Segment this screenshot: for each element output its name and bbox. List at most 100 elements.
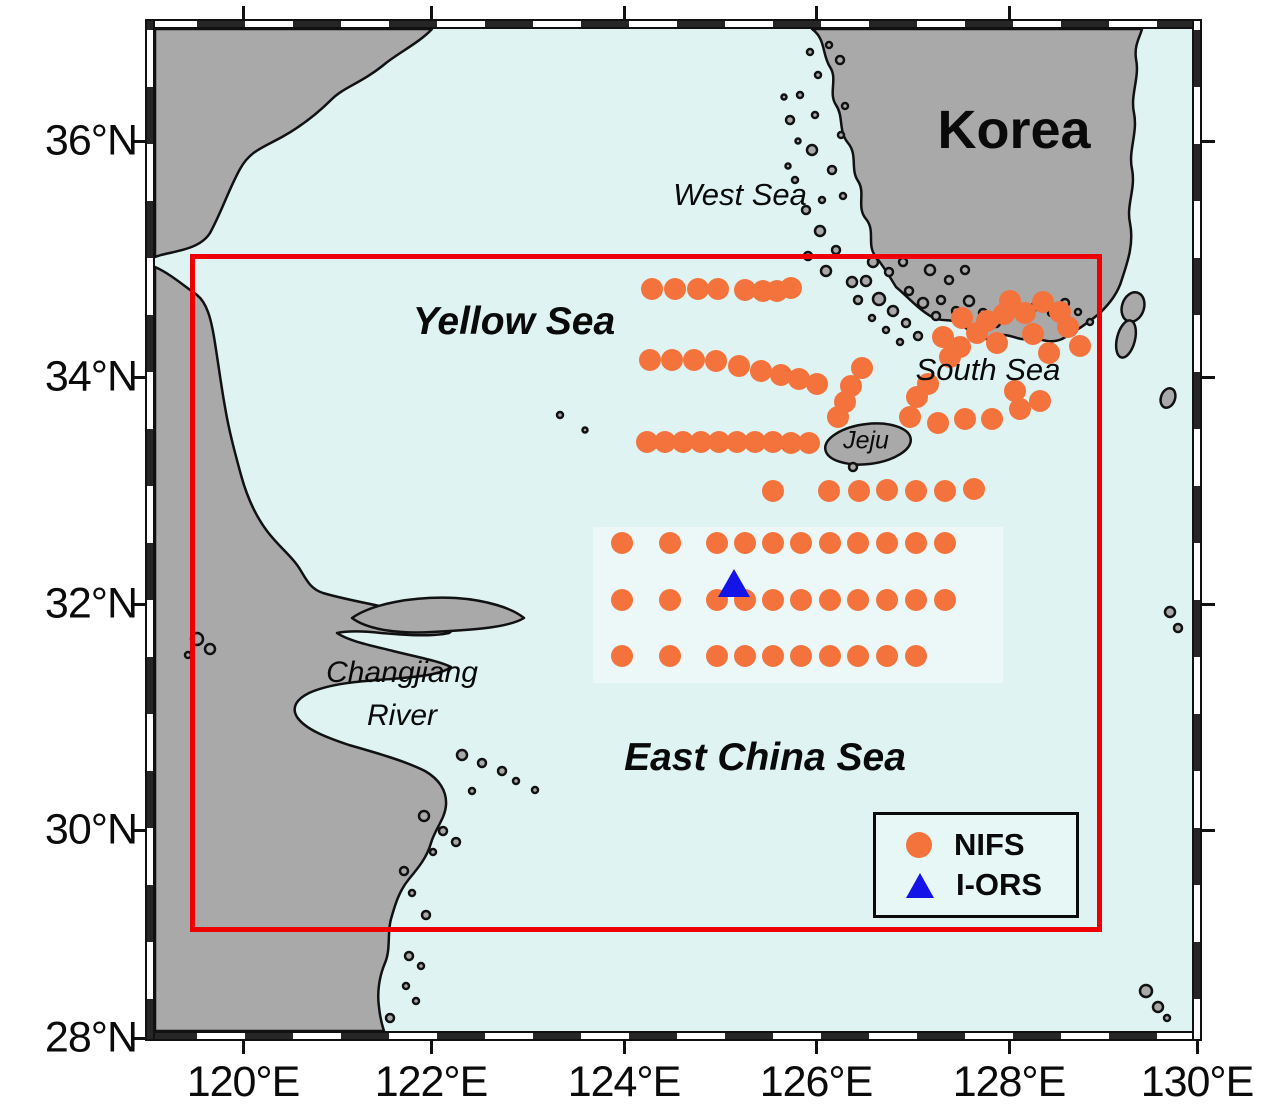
nifs-station-dot xyxy=(876,589,898,611)
nifs-station-dot xyxy=(659,589,681,611)
nifs-station-dot xyxy=(790,645,812,667)
nifs-station-dot xyxy=(847,645,869,667)
lon-tick-top xyxy=(815,6,818,19)
nifs-station-dot xyxy=(780,432,802,454)
nifs-station-dot xyxy=(906,386,928,408)
lat-tick-left xyxy=(132,376,145,379)
nifs-station-dot xyxy=(762,589,784,611)
nifs-station-dot xyxy=(976,310,998,332)
nifs-station-dot xyxy=(819,645,841,667)
label-west-sea: West Sea xyxy=(673,177,807,212)
nifs-station-dot xyxy=(986,332,1008,354)
coastline-map xyxy=(155,29,1184,1031)
tsushima-south xyxy=(1114,319,1138,359)
label-south-sea: South Sea xyxy=(915,352,1061,387)
nifs-station-dot xyxy=(611,645,633,667)
nifs-station-dot xyxy=(819,532,841,554)
label-river-line2: River xyxy=(366,699,438,732)
nifs-station-dot xyxy=(1038,342,1060,364)
nifs-station-dot xyxy=(770,364,792,386)
nifs-station-dot xyxy=(706,532,728,554)
nifs-station-dot xyxy=(848,480,870,502)
nifs-station-dot xyxy=(611,589,633,611)
china-coast-islets xyxy=(384,410,589,1024)
map-frame-bottom xyxy=(145,1031,1202,1041)
legend-nifs-label: NIFS xyxy=(954,827,1025,862)
nifs-station-dot xyxy=(1014,302,1036,324)
lat-tick-right xyxy=(1202,140,1215,143)
nifs-station-dot xyxy=(905,480,927,502)
nifs-station-dot xyxy=(934,589,956,611)
nifs-station-dot xyxy=(876,645,898,667)
nifs-station-dot xyxy=(659,645,681,667)
nifs-station-dot xyxy=(818,480,840,502)
nifs-station-dot xyxy=(927,412,949,434)
nifs-station-dot xyxy=(762,431,784,453)
nifs-station-dot xyxy=(726,431,748,453)
lon-tick-bottom xyxy=(430,1041,433,1054)
nifs-station-dot xyxy=(899,406,921,428)
nifs-station-dot xyxy=(1022,323,1044,345)
lon-tick-top xyxy=(242,6,245,19)
label-changjiang: Changjiang xyxy=(326,656,478,689)
nifs-station-dot xyxy=(734,532,756,554)
nifs-station-dot xyxy=(1057,316,1079,338)
iors-station-triangle xyxy=(718,569,750,597)
lon-tick-top xyxy=(623,6,626,19)
lat-tick-left xyxy=(132,140,145,143)
nifs-station-dot xyxy=(905,645,927,667)
nifs-station-dot xyxy=(661,349,683,371)
nifs-station-dot xyxy=(932,326,954,348)
label-korea: Korea xyxy=(937,100,1091,160)
nifs-station-dot xyxy=(687,278,709,300)
lon-tick-bottom xyxy=(1196,1041,1199,1054)
nifs-station-dot xyxy=(876,479,898,501)
nifs-station-dot xyxy=(905,589,927,611)
iors-triangle-icon xyxy=(906,872,934,898)
lon-label: 126°E xyxy=(759,1058,874,1106)
nifs-circle-icon xyxy=(906,832,932,858)
nifs-station-dot xyxy=(934,480,956,502)
nifs-station-dot xyxy=(905,532,927,554)
nifs-station-dot xyxy=(951,307,973,329)
legend-item-nifs: NIFS xyxy=(906,827,1076,862)
chongming-island xyxy=(350,596,526,634)
map-frame-right xyxy=(1192,19,1202,1041)
china-south-land xyxy=(155,265,461,1031)
nifs-station-dot xyxy=(1032,291,1054,313)
lon-label: 130°E xyxy=(1140,1058,1255,1106)
nifs-station-dot xyxy=(664,278,686,300)
nifs-station-dot xyxy=(819,589,841,611)
nifs-station-dot xyxy=(708,431,730,453)
lon-tick-bottom xyxy=(1008,1041,1011,1054)
map-frame-left xyxy=(145,19,155,1041)
nifs-station-dot xyxy=(762,480,784,502)
nifs-station-dot xyxy=(728,355,750,377)
nifs-station-dot xyxy=(734,645,756,667)
nifs-station-dot xyxy=(847,532,869,554)
lat-label: 28°N xyxy=(44,1013,138,1062)
nifs-station-dot xyxy=(762,645,784,667)
lon-label: 122°E xyxy=(374,1058,489,1106)
lat-label: 30°N xyxy=(44,805,138,854)
nifs-station-dot xyxy=(1004,380,1026,402)
tsushima-north xyxy=(1120,291,1146,323)
lon-label: 128°E xyxy=(952,1058,1067,1106)
nifs-station-dot xyxy=(806,373,828,395)
lon-tick-bottom xyxy=(623,1041,626,1054)
lat-tick-right xyxy=(1202,376,1215,379)
nifs-station-dot xyxy=(798,432,820,454)
nifs-station-dot xyxy=(707,278,729,300)
nifs-station-dot xyxy=(1069,335,1091,357)
lon-label: 120°E xyxy=(186,1058,301,1106)
lat-label: 32°N xyxy=(44,579,138,628)
label-east-china-sea: East China Sea xyxy=(624,736,906,779)
nifs-station-dot xyxy=(639,349,661,371)
nifs-station-dot xyxy=(1009,398,1031,420)
nifs-station-dot xyxy=(750,360,772,382)
nifs-station-dot xyxy=(641,278,663,300)
map-frame-top xyxy=(145,19,1202,29)
nifs-station-dot xyxy=(672,431,694,453)
nifs-station-dot xyxy=(690,431,712,453)
